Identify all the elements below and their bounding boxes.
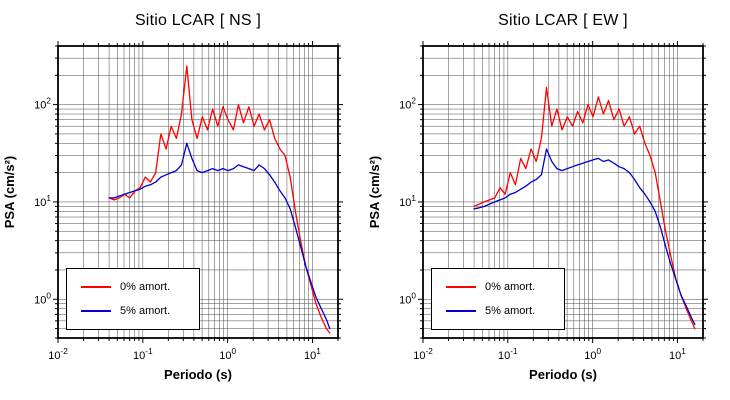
tick-label: 101 bbox=[304, 347, 321, 362]
tick-label: 100 bbox=[399, 291, 416, 306]
legend-item-5pct: 5% amort. bbox=[81, 305, 199, 317]
axis-ticks bbox=[53, 41, 343, 343]
tick-label: 10-1 bbox=[498, 347, 518, 362]
legend-line-red bbox=[81, 286, 111, 288]
figure-title: Sitio LCAR [ EW ] bbox=[498, 12, 628, 29]
plot-frame bbox=[422, 45, 704, 339]
tick-label: 100 bbox=[584, 347, 601, 362]
series-line-0 bbox=[108, 65, 331, 334]
legend-line-blue bbox=[446, 310, 476, 312]
tick-label: 101 bbox=[34, 194, 51, 209]
y-axis-label: PSA (cm/s²) bbox=[367, 156, 382, 228]
legend-label: 0% amort. bbox=[120, 281, 171, 293]
legend-line-red bbox=[446, 286, 476, 288]
series-line-1 bbox=[473, 148, 696, 326]
legend-label: 5% amort. bbox=[485, 305, 536, 317]
tick-labels: 10-2 10-1 100 101 100 101 102 bbox=[399, 97, 686, 362]
tick-label: 101 bbox=[399, 194, 416, 209]
tick-label: 102 bbox=[399, 97, 416, 112]
tick-label: 10-2 bbox=[413, 347, 433, 362]
data-curves bbox=[108, 65, 331, 334]
legend: 0% amort. 5% amort. bbox=[66, 268, 200, 330]
axis-ticks bbox=[418, 41, 708, 343]
tick-label: 10-2 bbox=[48, 347, 68, 362]
figure-ew: Sitio LCAR [ EW ] 10-2 10-1 100 101 100 101 10… bbox=[365, 0, 730, 400]
series-line-0 bbox=[473, 86, 696, 330]
tick-label: 100 bbox=[34, 291, 51, 306]
x-axis-label: Periodo (s) bbox=[164, 367, 232, 382]
legend-label: 0% amort. bbox=[485, 281, 536, 293]
legend-line-blue bbox=[81, 310, 111, 312]
legend: 0% amort. 5% amort. bbox=[431, 268, 565, 330]
tick-label: 10-1 bbox=[133, 347, 153, 362]
ew-plot-canvas: 10-2 10-1 100 101 100 101 102 Periodo (s) PSA … bbox=[367, 41, 708, 382]
figure-ns: Sitio LCAR [ NS ] 10-2 10-1 100 101 100 101 10… bbox=[2, 12, 343, 382]
series-line-1 bbox=[108, 142, 331, 330]
ns-plot-canvas: 10-2 10-1 100 101 100 101 102 Periodo (s) PSA … bbox=[2, 41, 343, 382]
y-axis-label: PSA (cm/s²) bbox=[2, 156, 17, 228]
x-axis-label: Periodo (s) bbox=[529, 367, 597, 382]
legend-item-0pct: 0% amort. bbox=[446, 281, 564, 293]
plot-frame bbox=[57, 45, 339, 339]
legend-label: 5% amort. bbox=[120, 305, 171, 317]
tick-label: 100 bbox=[219, 347, 236, 362]
legend-item-5pct: 5% amort. bbox=[446, 305, 564, 317]
figure-title: Sitio LCAR [ NS ] bbox=[134, 12, 262, 29]
tick-label: 101 bbox=[669, 347, 686, 362]
tick-labels: 10-2 10-1 100 101 100 101 102 bbox=[34, 97, 321, 362]
data-curves bbox=[473, 86, 696, 330]
tick-label: 102 bbox=[34, 97, 51, 112]
legend-item-0pct: 0% amort. bbox=[81, 281, 199, 293]
